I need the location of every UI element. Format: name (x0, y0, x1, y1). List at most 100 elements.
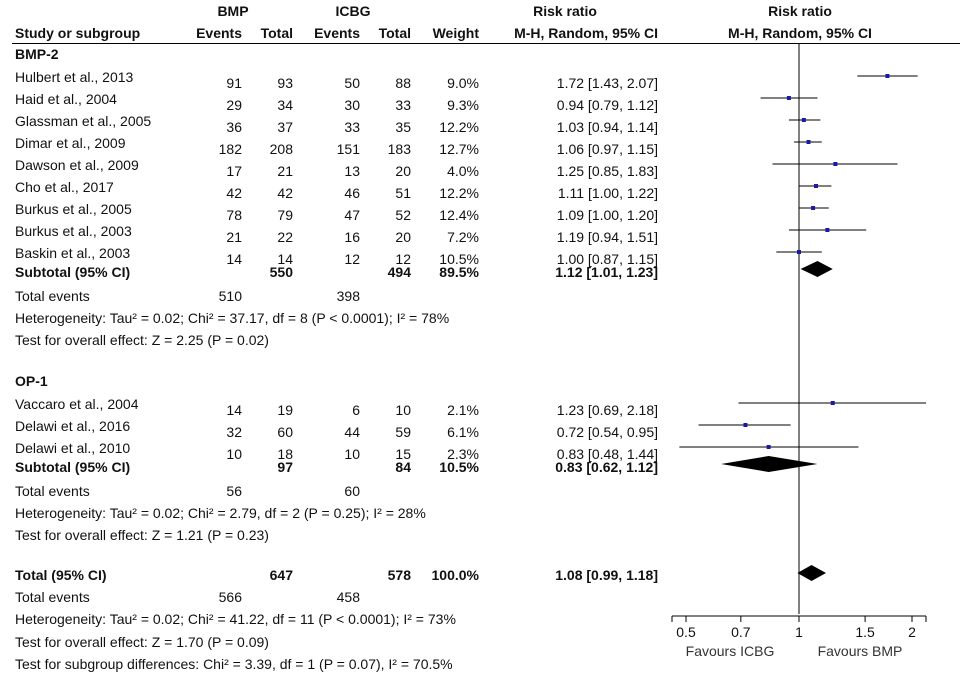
ctl-events: 13 (344, 163, 360, 179)
study-name: Cho et al., 2017 (15, 179, 114, 195)
ctl-total: 15 (395, 446, 411, 462)
x-tick-label: 1 (795, 624, 803, 640)
weight-header: Weight (432, 25, 479, 41)
subtotal-exp-total: 97 (277, 459, 293, 475)
ctl-events: 47 (344, 207, 360, 223)
pooled-estimate-diamond (800, 261, 833, 277)
exp-total: 208 (269, 141, 293, 157)
study-point-estimate (786, 96, 791, 100)
exp-total: 22 (277, 229, 293, 245)
ctl-events: 46 (344, 185, 360, 201)
pooled-estimate-diamond (797, 565, 826, 581)
total-events-ctl: 60 (344, 483, 360, 499)
exp-events: 14 (226, 251, 242, 267)
study-name: Dimar et al., 2009 (15, 135, 126, 151)
study-point-estimate (830, 401, 835, 405)
ctl-total-header: Total (378, 25, 411, 41)
subtotal-ctl-total: 84 (395, 459, 411, 475)
subgroup-difference-text: Test for subgroup differences: Chi² = 3.… (15, 656, 453, 672)
study-point-estimate (814, 184, 819, 188)
overall-effect-text: Test for overall effect: Z = 1.21 (P = 0… (15, 527, 269, 543)
ctl-total: 51 (395, 185, 411, 201)
favours-right-label: Favours BMP (817, 643, 903, 659)
total-ci: 1.08 [0.99, 1.18] (555, 567, 658, 583)
total-events-exp: 56 (226, 483, 242, 499)
ctl-events: 44 (344, 424, 360, 440)
study-point-estimate (825, 228, 830, 232)
study-weight: 4.0% (447, 163, 479, 179)
ctl-total: 183 (387, 141, 411, 157)
subtotal-ci: 0.83 [0.62, 1.12] (555, 459, 658, 475)
exp-total: 21 (277, 163, 293, 179)
header-rule (12, 43, 960, 44)
control-group-header: ICBG (335, 3, 371, 19)
study-weight: 9.0% (447, 75, 479, 91)
ctl-events: 151 (336, 141, 360, 157)
exp-total: 79 (277, 207, 293, 223)
study-weight: 12.7% (439, 141, 479, 157)
ctl-events: 6 (352, 402, 360, 418)
ctl-events-header: Events (314, 25, 360, 41)
ctl-events: 30 (344, 97, 360, 113)
subtotal-weight: 89.5% (439, 264, 479, 280)
plot-title-header: Risk ratio (768, 3, 832, 19)
ctl-total: 88 (395, 75, 411, 91)
study-weight: 12.4% (439, 207, 479, 223)
ctl-total: 10 (395, 402, 411, 418)
total-events-exp: 510 (218, 288, 242, 304)
exp-total: 34 (277, 97, 293, 113)
x-tick-label: 2 (908, 624, 916, 640)
study-ci: 0.94 [0.79, 1.12] (556, 97, 658, 113)
subtotal-label: Subtotal (95% CI) (15, 459, 131, 475)
exp-events: 42 (226, 185, 242, 201)
study-ci: 1.11 [1.00, 1.22] (557, 185, 658, 201)
ctl-total: 59 (395, 424, 411, 440)
study-ci: 1.03 [0.94, 1.14] (556, 119, 658, 135)
study-point-estimate (806, 140, 811, 144)
study-name: Dawson et al., 2009 (15, 157, 139, 173)
study-point-estimate (766, 445, 771, 449)
ctl-events: 33 (344, 119, 360, 135)
study-weight: 7.2% (447, 229, 479, 245)
experimental-group-header: BMP (217, 3, 249, 19)
ctl-total: 35 (395, 119, 411, 135)
exp-events: 17 (226, 163, 242, 179)
study-ci: 1.09 [1.00, 1.20] (556, 207, 658, 223)
exp-events: 10 (226, 446, 242, 462)
ctl-events: 10 (344, 446, 360, 462)
subtotal-exp-total: 550 (269, 264, 293, 280)
study-point-estimate (797, 250, 801, 254)
study-weight: 12.2% (439, 119, 479, 135)
study-point-estimate (885, 74, 890, 78)
exp-total: 37 (277, 119, 293, 135)
ctl-total: 33 (395, 97, 411, 113)
total-events-label: Total events (15, 288, 90, 304)
study-point-estimate (833, 162, 838, 166)
risk-ratio-header: Risk ratio (533, 3, 597, 19)
plot-method-header: M-H, Random, 95% CI (728, 25, 872, 41)
study-column-header: Study or subgroup (15, 25, 141, 41)
study-weight: 2.1% (447, 402, 479, 418)
ctl-total: 20 (395, 229, 411, 245)
total-heterogeneity-text: Heterogeneity: Tau² = 0.02; Chi² = 41.22… (15, 611, 456, 627)
study-name: Delawi et al., 2016 (15, 418, 131, 434)
x-tick-label: 1.5 (855, 624, 875, 640)
exp-total: 42 (277, 185, 293, 201)
study-ci: 1.72 [1.43, 2.07] (556, 75, 658, 91)
exp-total: 93 (277, 75, 293, 91)
x-tick-label: 0.7 (731, 624, 751, 640)
study-weight: 10.5% (439, 251, 479, 267)
exp-events-header: Events (196, 25, 242, 41)
total-events-label: Total events (15, 589, 90, 605)
total-events-ctl: 458 (336, 589, 360, 605)
heterogeneity-text: Heterogeneity: Tau² = 0.02; Chi² = 2.79,… (15, 505, 426, 521)
total-events-exp: 566 (218, 589, 242, 605)
exp-events: 78 (226, 207, 242, 223)
total-weight: 100.0% (431, 567, 479, 583)
exp-total: 60 (277, 424, 293, 440)
total-events-label: Total events (15, 483, 90, 499)
study-ci: 1.00 [0.87, 1.15] (556, 251, 658, 267)
subtotal-ctl-total: 494 (387, 264, 411, 280)
study-ci: 1.25 [0.85, 1.83] (556, 163, 658, 179)
